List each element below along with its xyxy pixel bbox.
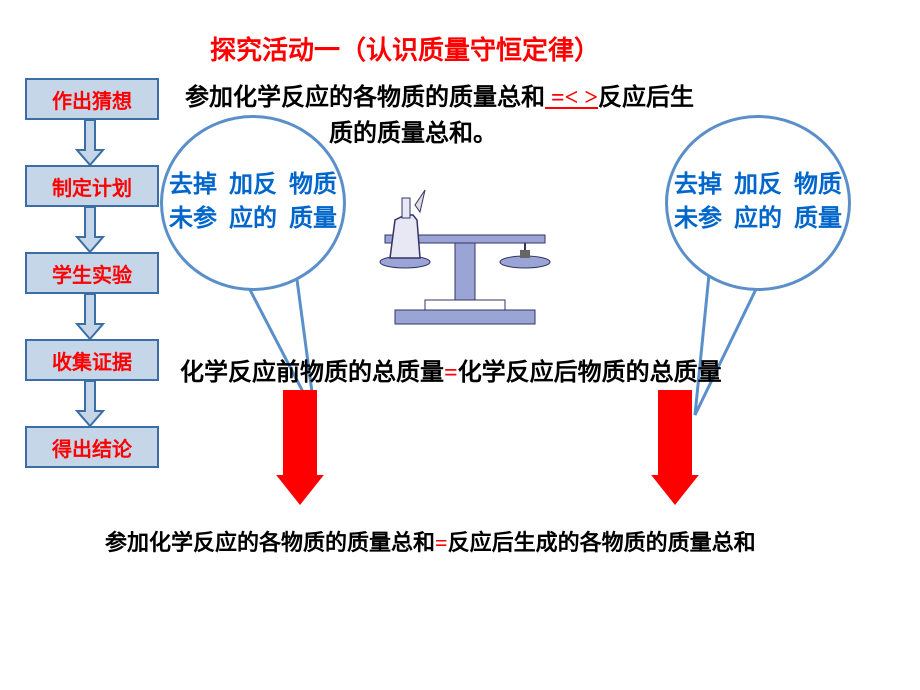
flow-step-1: 制定计划 (25, 165, 159, 207)
para1-post: 反应后生 (598, 85, 694, 111)
callout-left: 去掉未参加反应的物质质量 (160, 115, 346, 291)
callout-right: 去掉未参加反应的物质质量 (665, 115, 851, 291)
flow-step-2: 学生实验 (25, 252, 159, 294)
flow-arrow-1 (75, 207, 105, 252)
mid-equation: 化学反应前物质的总质量=化学反应后物质的总质量 (180, 352, 722, 387)
flow-step-label: 学生实验 (52, 259, 132, 288)
title-text: 探究活动一（认识质量守恒定律） (210, 36, 600, 65)
mid-post: 化学反应后物质的总质量 (458, 360, 722, 386)
flow-step-label: 得出结论 (52, 433, 132, 462)
flow-arrow-3 (75, 381, 105, 426)
bottom-conclusion: 参加化学反应的各物质的质量总和=反应后生成的各物质的质量总和 (105, 525, 756, 557)
flow-step-0: 作出猜想 (25, 78, 159, 120)
flow-arrow-2 (75, 294, 105, 339)
bubble-line: 物质质量 (283, 169, 343, 236)
bubble-line: 去掉未参 (668, 169, 728, 236)
para1-op: =< > (545, 85, 598, 111)
bottom-post: 反应后生成的各物质的质量总和 (448, 530, 756, 555)
mid-pre: 化学反应前物质的总质量 (180, 360, 444, 386)
para1-pre: 参加化学反应的各物质的质量总和 (185, 85, 545, 111)
flow-step-4: 得出结论 (25, 426, 159, 468)
bottom-op: = (435, 530, 448, 555)
balance-scale-diagram (365, 180, 565, 330)
mid-op: = (444, 360, 458, 386)
bubble-line: 加反应的 (223, 169, 283, 236)
flow-step-label: 收集证据 (52, 346, 132, 375)
flow-step-3: 收集证据 (25, 339, 159, 381)
flow-arrow-0 (75, 120, 105, 165)
bubble-line: 加反应的 (728, 169, 788, 236)
bubble-line: 去掉未参 (163, 169, 223, 236)
bottom-pre: 参加化学反应的各物质的质量总和 (105, 530, 435, 555)
bubble-line: 物质质量 (788, 169, 848, 236)
flow-step-label: 制定计划 (52, 172, 132, 201)
flow-step-label: 作出猜想 (52, 85, 132, 114)
page-title: 探究活动一（认识质量守恒定律） (210, 30, 600, 67)
